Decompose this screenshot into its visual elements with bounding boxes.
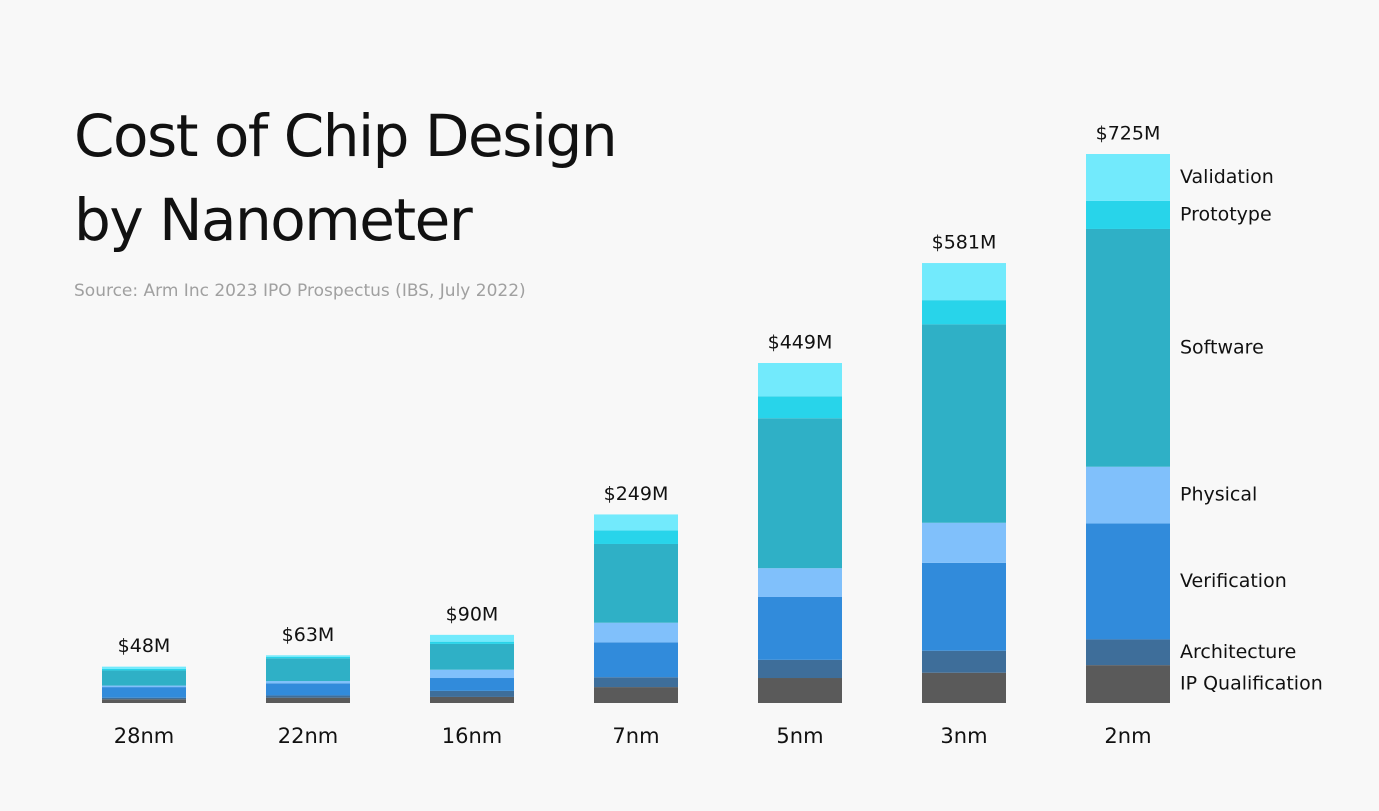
legend-label: Physical (1180, 484, 1257, 506)
bar-segment (266, 655, 350, 657)
total-label: $581M (932, 232, 997, 254)
bar-segment (266, 681, 350, 684)
x-tick-label: 2nm (1104, 724, 1151, 748)
bar-segment (266, 683, 350, 696)
bar-segment (922, 522, 1006, 563)
bar-segment (594, 514, 678, 531)
bar-segment (1086, 523, 1170, 640)
bar-segment (758, 396, 842, 419)
legend-label: IP Qualification (1180, 673, 1323, 695)
bar-segment (922, 263, 1006, 301)
bar-segment (594, 687, 678, 703)
bar-segment (922, 672, 1006, 703)
legend-label: Software (1180, 336, 1264, 358)
bar-segment (758, 596, 842, 660)
bar-segment (1086, 154, 1170, 201)
x-tick-label: 22nm (278, 724, 339, 748)
bar-segment (430, 641, 514, 644)
bar-segment (1086, 228, 1170, 467)
bar-segment (1086, 665, 1170, 703)
bar-segment (594, 530, 678, 544)
x-tick-label: 5nm (776, 724, 823, 748)
bar-segment (922, 650, 1006, 673)
legend-label: Architecture (1180, 641, 1296, 663)
bar-segment (430, 690, 514, 697)
legend-label: Validation (1180, 166, 1274, 188)
bar-segment (1086, 639, 1170, 666)
bar-segment (594, 622, 678, 643)
legend-label: Prototype (1180, 203, 1272, 225)
bar-segment (102, 687, 186, 698)
bar-segment (758, 418, 842, 569)
bar-segment (266, 656, 350, 659)
total-label: $90M (446, 603, 499, 625)
bar-segment (594, 677, 678, 688)
total-label: $48M (118, 635, 171, 657)
bar-segment (266, 697, 350, 703)
bar-segment (594, 642, 678, 678)
bar-segment (102, 666, 186, 669)
bar-segment (266, 695, 350, 698)
x-tick-label: 7nm (612, 724, 659, 748)
bar-segment (430, 669, 514, 679)
bar-segment (102, 699, 186, 703)
total-label: $725M (1096, 123, 1161, 145)
bar-segment (430, 643, 514, 670)
total-label: $449M (768, 331, 833, 353)
x-tick-label: 3nm (940, 724, 987, 748)
chart-title: by Nanometer (74, 186, 473, 254)
bar-segment (102, 685, 186, 688)
total-label: $249M (604, 483, 669, 505)
legend-label: Verification (1180, 570, 1287, 592)
bar-segment (1086, 466, 1170, 524)
bar-segment (102, 668, 186, 671)
bar-segment (922, 324, 1006, 523)
bar-segment (266, 658, 350, 682)
total-label: $63M (282, 624, 335, 646)
bar-segment (758, 568, 842, 597)
bar-segment (430, 696, 514, 703)
bar-segment (758, 362, 842, 397)
bar-segment (430, 634, 514, 642)
bar-segment (758, 659, 842, 679)
x-tick-label: 16nm (442, 724, 503, 748)
chart-subtitle: Source: Arm Inc 2023 IPO Prospectus (IBS… (74, 281, 526, 301)
bar-segment (102, 697, 186, 700)
bar-segment (102, 670, 186, 686)
bar-segment (922, 300, 1006, 325)
bar-segment (594, 543, 678, 623)
bar-segment (922, 562, 1006, 651)
bar-segment (430, 678, 514, 691)
x-tick-label: 28nm (114, 724, 175, 748)
chart-title: Cost of Chip Design (74, 102, 616, 170)
bar-segment (1086, 200, 1170, 229)
bar-segment (758, 678, 842, 703)
